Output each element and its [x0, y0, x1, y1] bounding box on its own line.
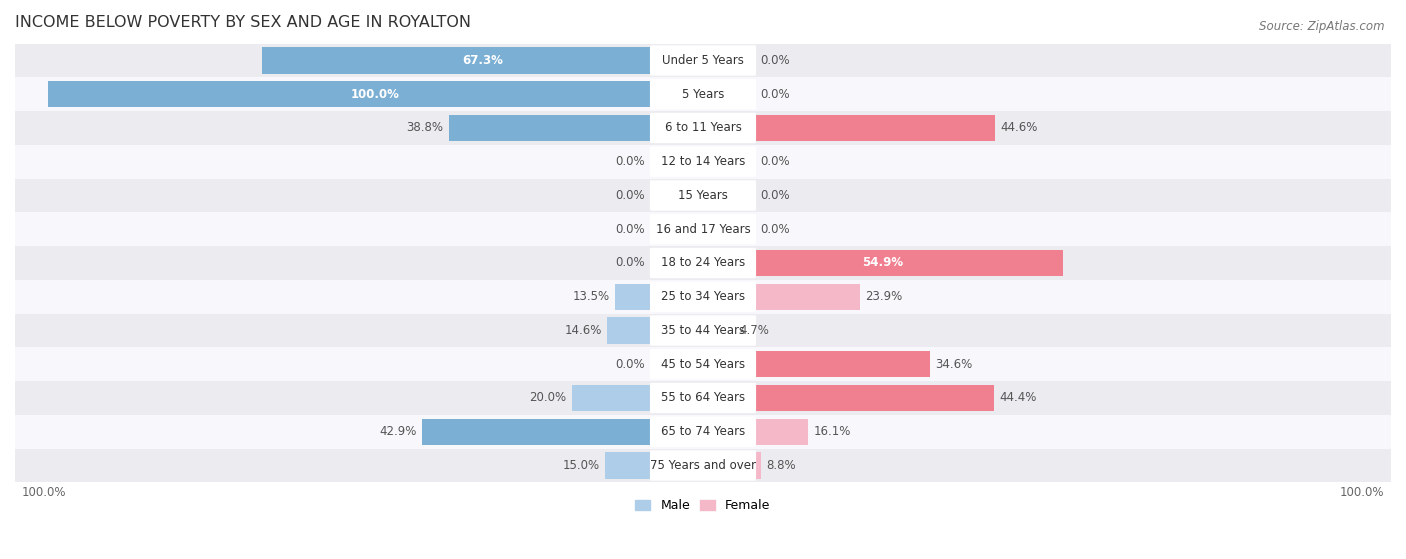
FancyBboxPatch shape	[650, 79, 756, 110]
Legend: Male, Female: Male, Female	[630, 494, 776, 517]
Text: 12 to 14 Years: 12 to 14 Years	[661, 155, 745, 168]
Bar	[0, 246, 1406, 280]
Text: 16.1%: 16.1%	[814, 425, 851, 438]
Text: 75 Years and over: 75 Years and over	[650, 459, 756, 472]
Bar	[0, 111, 1406, 145]
Text: Under 5 Years: Under 5 Years	[662, 54, 744, 67]
FancyBboxPatch shape	[650, 146, 756, 177]
Text: 34.6%: 34.6%	[935, 358, 972, 371]
Text: 6 to 11 Years: 6 to 11 Years	[665, 121, 741, 135]
Bar	[0, 280, 1406, 314]
Text: 14.6%: 14.6%	[565, 324, 602, 337]
Text: 15.0%: 15.0%	[562, 459, 599, 472]
Text: 25 to 34 Years: 25 to 34 Years	[661, 290, 745, 303]
Text: 16 and 17 Years: 16 and 17 Years	[655, 222, 751, 236]
Bar	[703, 318, 734, 344]
Text: 42.9%: 42.9%	[380, 425, 416, 438]
Text: 18 to 24 Years: 18 to 24 Years	[661, 257, 745, 269]
Text: 0.0%: 0.0%	[616, 189, 645, 202]
Bar	[614, 283, 703, 310]
Text: 65 to 74 Years: 65 to 74 Years	[661, 425, 745, 438]
Text: 0.0%: 0.0%	[761, 88, 790, 101]
Text: 5 Years: 5 Years	[682, 88, 724, 101]
Text: 20.0%: 20.0%	[530, 391, 567, 405]
FancyBboxPatch shape	[650, 282, 756, 312]
Text: 0.0%: 0.0%	[616, 358, 645, 371]
FancyBboxPatch shape	[650, 451, 756, 481]
Bar	[0, 77, 1406, 111]
Bar	[0, 44, 1406, 77]
Bar	[0, 381, 1406, 415]
FancyBboxPatch shape	[650, 180, 756, 211]
Text: 35 to 44 Years: 35 to 44 Years	[661, 324, 745, 337]
Text: 0.0%: 0.0%	[761, 222, 790, 236]
Text: 23.9%: 23.9%	[865, 290, 903, 303]
FancyBboxPatch shape	[650, 214, 756, 244]
Text: 15 Years: 15 Years	[678, 189, 728, 202]
FancyBboxPatch shape	[650, 349, 756, 380]
Bar	[0, 178, 1406, 212]
Text: 38.8%: 38.8%	[406, 121, 443, 135]
Bar	[449, 115, 703, 141]
Bar	[605, 452, 703, 479]
Bar	[607, 318, 703, 344]
Bar	[262, 48, 703, 74]
Text: 100.0%: 100.0%	[1340, 486, 1385, 499]
Text: 0.0%: 0.0%	[616, 222, 645, 236]
Text: 67.3%: 67.3%	[463, 54, 503, 67]
Text: 44.4%: 44.4%	[1000, 391, 1036, 405]
Text: 4.7%: 4.7%	[740, 324, 769, 337]
Text: 45 to 54 Years: 45 to 54 Years	[661, 358, 745, 371]
Bar	[703, 351, 929, 377]
Text: 0.0%: 0.0%	[761, 155, 790, 168]
Text: INCOME BELOW POVERTY BY SEX AND AGE IN ROYALTON: INCOME BELOW POVERTY BY SEX AND AGE IN R…	[15, 15, 471, 30]
Bar	[703, 385, 994, 411]
Text: 100.0%: 100.0%	[352, 88, 399, 101]
Bar	[703, 452, 761, 479]
Text: 0.0%: 0.0%	[761, 54, 790, 67]
Text: 0.0%: 0.0%	[616, 155, 645, 168]
FancyBboxPatch shape	[650, 416, 756, 447]
FancyBboxPatch shape	[650, 45, 756, 75]
FancyBboxPatch shape	[650, 113, 756, 143]
Bar	[703, 419, 808, 445]
Bar	[0, 448, 1406, 482]
Text: 0.0%: 0.0%	[761, 189, 790, 202]
Bar	[0, 314, 1406, 347]
Bar	[0, 347, 1406, 381]
Text: 54.9%: 54.9%	[862, 257, 904, 269]
Text: 0.0%: 0.0%	[616, 257, 645, 269]
Bar	[703, 283, 859, 310]
Bar	[703, 115, 995, 141]
Text: Source: ZipAtlas.com: Source: ZipAtlas.com	[1260, 20, 1385, 32]
Text: 100.0%: 100.0%	[21, 486, 66, 499]
Bar	[0, 415, 1406, 448]
Text: 13.5%: 13.5%	[572, 290, 609, 303]
Bar	[572, 385, 703, 411]
FancyBboxPatch shape	[650, 315, 756, 345]
Bar	[48, 81, 703, 107]
Text: 44.6%: 44.6%	[1001, 121, 1038, 135]
Bar	[0, 212, 1406, 246]
Bar	[422, 419, 703, 445]
Bar	[703, 250, 1063, 276]
Text: 55 to 64 Years: 55 to 64 Years	[661, 391, 745, 405]
FancyBboxPatch shape	[650, 383, 756, 413]
FancyBboxPatch shape	[650, 248, 756, 278]
Text: 8.8%: 8.8%	[766, 459, 796, 472]
Bar	[0, 145, 1406, 178]
